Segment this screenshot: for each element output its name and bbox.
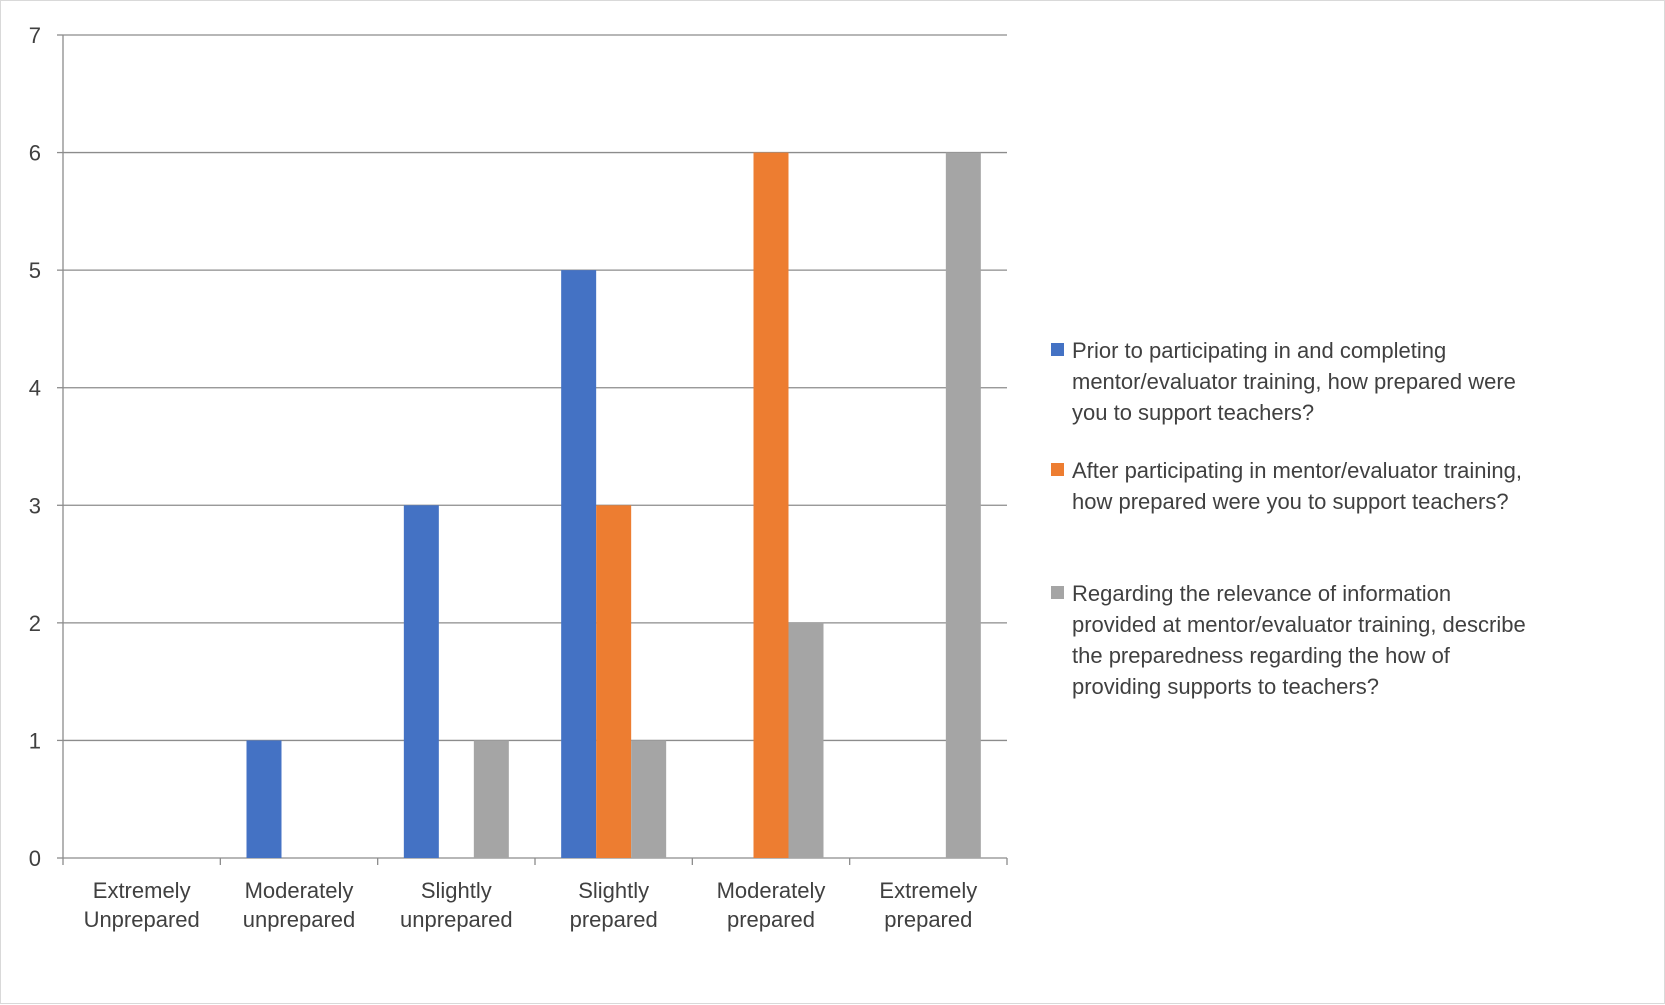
legend-label-2: After participating in mentor/evaluator … bbox=[1072, 458, 1522, 483]
y-tick-label: 2 bbox=[29, 611, 41, 636]
bar-series2-cat5 bbox=[753, 152, 789, 859]
legend-label-3: the preparedness regarding the how of bbox=[1072, 643, 1451, 668]
bar-series3-cat5 bbox=[788, 622, 824, 858]
legend-label-2: how prepared were you to support teacher… bbox=[1072, 489, 1509, 514]
legend-label-3: provided at mentor/evaluator training, d… bbox=[1072, 612, 1526, 637]
legend-swatch-2 bbox=[1051, 463, 1064, 476]
y-tick-label: 5 bbox=[29, 258, 41, 283]
bar-series1-cat4 bbox=[561, 270, 597, 859]
gridlines bbox=[63, 34, 1007, 742]
legend-swatch-3 bbox=[1051, 586, 1064, 599]
bar-series3-cat6 bbox=[945, 152, 981, 859]
legend-label-3: Regarding the relevance of information bbox=[1072, 581, 1451, 606]
y-tick-label: 6 bbox=[29, 141, 41, 166]
x-category-label: Extremely bbox=[93, 878, 191, 903]
x-category-label: Extremely bbox=[879, 878, 977, 903]
x-category-label: Slightly bbox=[578, 878, 649, 903]
bar-series3-cat3 bbox=[473, 740, 509, 858]
legend-label-1: Prior to participating in and completing bbox=[1072, 338, 1446, 363]
y-tick-label: 3 bbox=[29, 493, 41, 518]
bar-series1-cat2 bbox=[246, 740, 282, 858]
y-tick-label: 4 bbox=[29, 376, 41, 401]
x-category-label: Slightly bbox=[421, 878, 492, 903]
bar-series2-cat4 bbox=[596, 505, 632, 858]
legend-label-1: mentor/evaluator training, how prepared … bbox=[1072, 369, 1516, 394]
bar-series1-cat3 bbox=[403, 505, 439, 858]
x-category-label: prepared bbox=[727, 907, 815, 932]
x-category-label: unprepared bbox=[243, 907, 356, 932]
bars bbox=[246, 152, 981, 859]
legend-swatch-1 bbox=[1051, 343, 1064, 356]
legend: Prior to participating in and completing… bbox=[1051, 338, 1526, 699]
x-category-label: Unprepared bbox=[84, 907, 200, 932]
x-category-label: Moderately bbox=[245, 878, 354, 903]
x-category-label: prepared bbox=[884, 907, 972, 932]
x-category-label: prepared bbox=[570, 907, 658, 932]
y-tick-label: 1 bbox=[29, 728, 41, 753]
y-tick-label: 7 bbox=[29, 23, 41, 48]
x-category-label: Moderately bbox=[717, 878, 826, 903]
y-tick-label: 0 bbox=[29, 846, 41, 871]
axis-labels: 0 1 2 3 4 5 6 7 Extremely Unprepared Moderately unp… bbox=[29, 23, 977, 932]
legend-label-3: providing supports to teachers? bbox=[1072, 674, 1379, 699]
axes bbox=[57, 34, 1008, 865]
x-category-label: unprepared bbox=[400, 907, 513, 932]
legend-label-1: you to support teachers? bbox=[1072, 400, 1314, 425]
bar-series3-cat4 bbox=[631, 740, 667, 858]
